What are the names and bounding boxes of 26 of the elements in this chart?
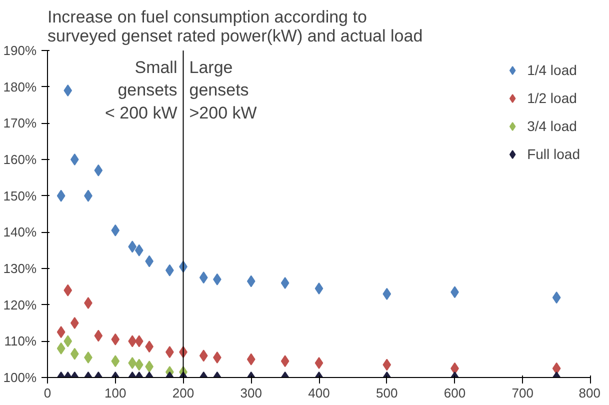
x-tick-label: 600 (444, 386, 466, 400)
y-tick-label: 180% (3, 79, 37, 94)
legend-label: 3/4 load (527, 118, 577, 134)
x-tick-label: 500 (376, 386, 398, 400)
legend-label: 1/2 load (527, 90, 577, 106)
annotation: Large gensets >200 kW (189, 58, 257, 122)
annotation: Small gensets < 200 kW (104, 58, 178, 122)
legend-label: Full load (527, 146, 580, 162)
y-tick-label: 110% (4, 334, 37, 349)
x-tick-label: 200 (172, 386, 194, 400)
y-tick-label: 130% (3, 261, 37, 276)
y-tick-label: 160% (3, 152, 37, 167)
x-tick-label: 400 (308, 386, 330, 400)
y-tick-label: 100% (3, 370, 37, 385)
y-tick-label: 190% (3, 43, 37, 58)
legend-label: 1/4 load (527, 62, 577, 78)
y-tick-label: 140% (3, 224, 37, 240)
y-tick-label: 150% (3, 188, 37, 204)
x-tick-label: 100 (104, 386, 126, 400)
x-tick-label: 800 (578, 386, 601, 400)
y-tick-label: 170% (3, 116, 37, 131)
chart-title: Increase on fuel consumption according to surveyed genset rated power(kW) and actual load (48, 8, 423, 46)
x-tick-label: 0 (44, 386, 52, 400)
y-tick-label: 120% (3, 297, 37, 312)
x-tick-label: 700 (512, 386, 534, 400)
x-tick-label: 300 (240, 386, 262, 400)
